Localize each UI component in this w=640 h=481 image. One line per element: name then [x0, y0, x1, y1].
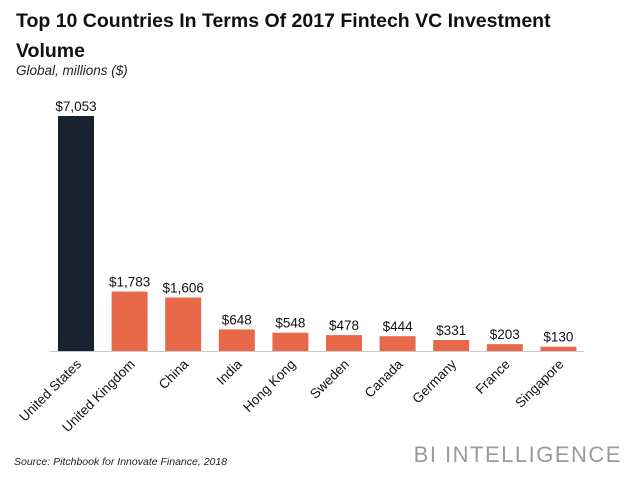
bar-germany — [433, 340, 470, 351]
x-tick-label: Singapore — [512, 357, 566, 411]
data-label: $548 — [275, 316, 305, 331]
data-label: $648 — [222, 312, 252, 327]
data-label: $478 — [329, 318, 359, 333]
data-label: $203 — [490, 327, 520, 342]
data-label: $1,606 — [163, 281, 204, 296]
bar-india — [218, 329, 255, 351]
bar-hong-kong — [272, 332, 309, 351]
bar-singapore — [540, 346, 577, 351]
bar-france — [486, 344, 523, 351]
data-label: $7,053 — [55, 99, 96, 114]
data-label: $1,783 — [109, 275, 150, 290]
data-label: $331 — [436, 323, 466, 338]
source-note: Source: Pitchbook for Innovate Finance, … — [14, 456, 228, 468]
chart-title: Top 10 Countries In Terms Of 2017 Fintec… — [16, 10, 551, 62]
bar-sweden — [326, 335, 362, 351]
x-tick-label: Germany — [409, 356, 459, 406]
chart-subtitle: Global, millions ($) — [16, 63, 128, 78]
x-tick-label: Sweden — [307, 357, 352, 402]
x-tick-label: Hong Kong — [240, 357, 298, 415]
x-tick-label: Canada — [362, 356, 406, 400]
bar-united-states — [58, 116, 94, 351]
x-tick-label: India — [214, 356, 246, 388]
bar-canada — [379, 336, 416, 351]
data-label: $444 — [383, 319, 414, 334]
x-tick-label: China — [156, 356, 192, 392]
brand-logo: BI INTELLIGENCE — [413, 442, 622, 467]
x-tick-label: France — [473, 357, 513, 397]
data-label: $130 — [543, 330, 573, 345]
bar-united-kingdom — [111, 291, 148, 351]
bar-china — [165, 297, 202, 351]
